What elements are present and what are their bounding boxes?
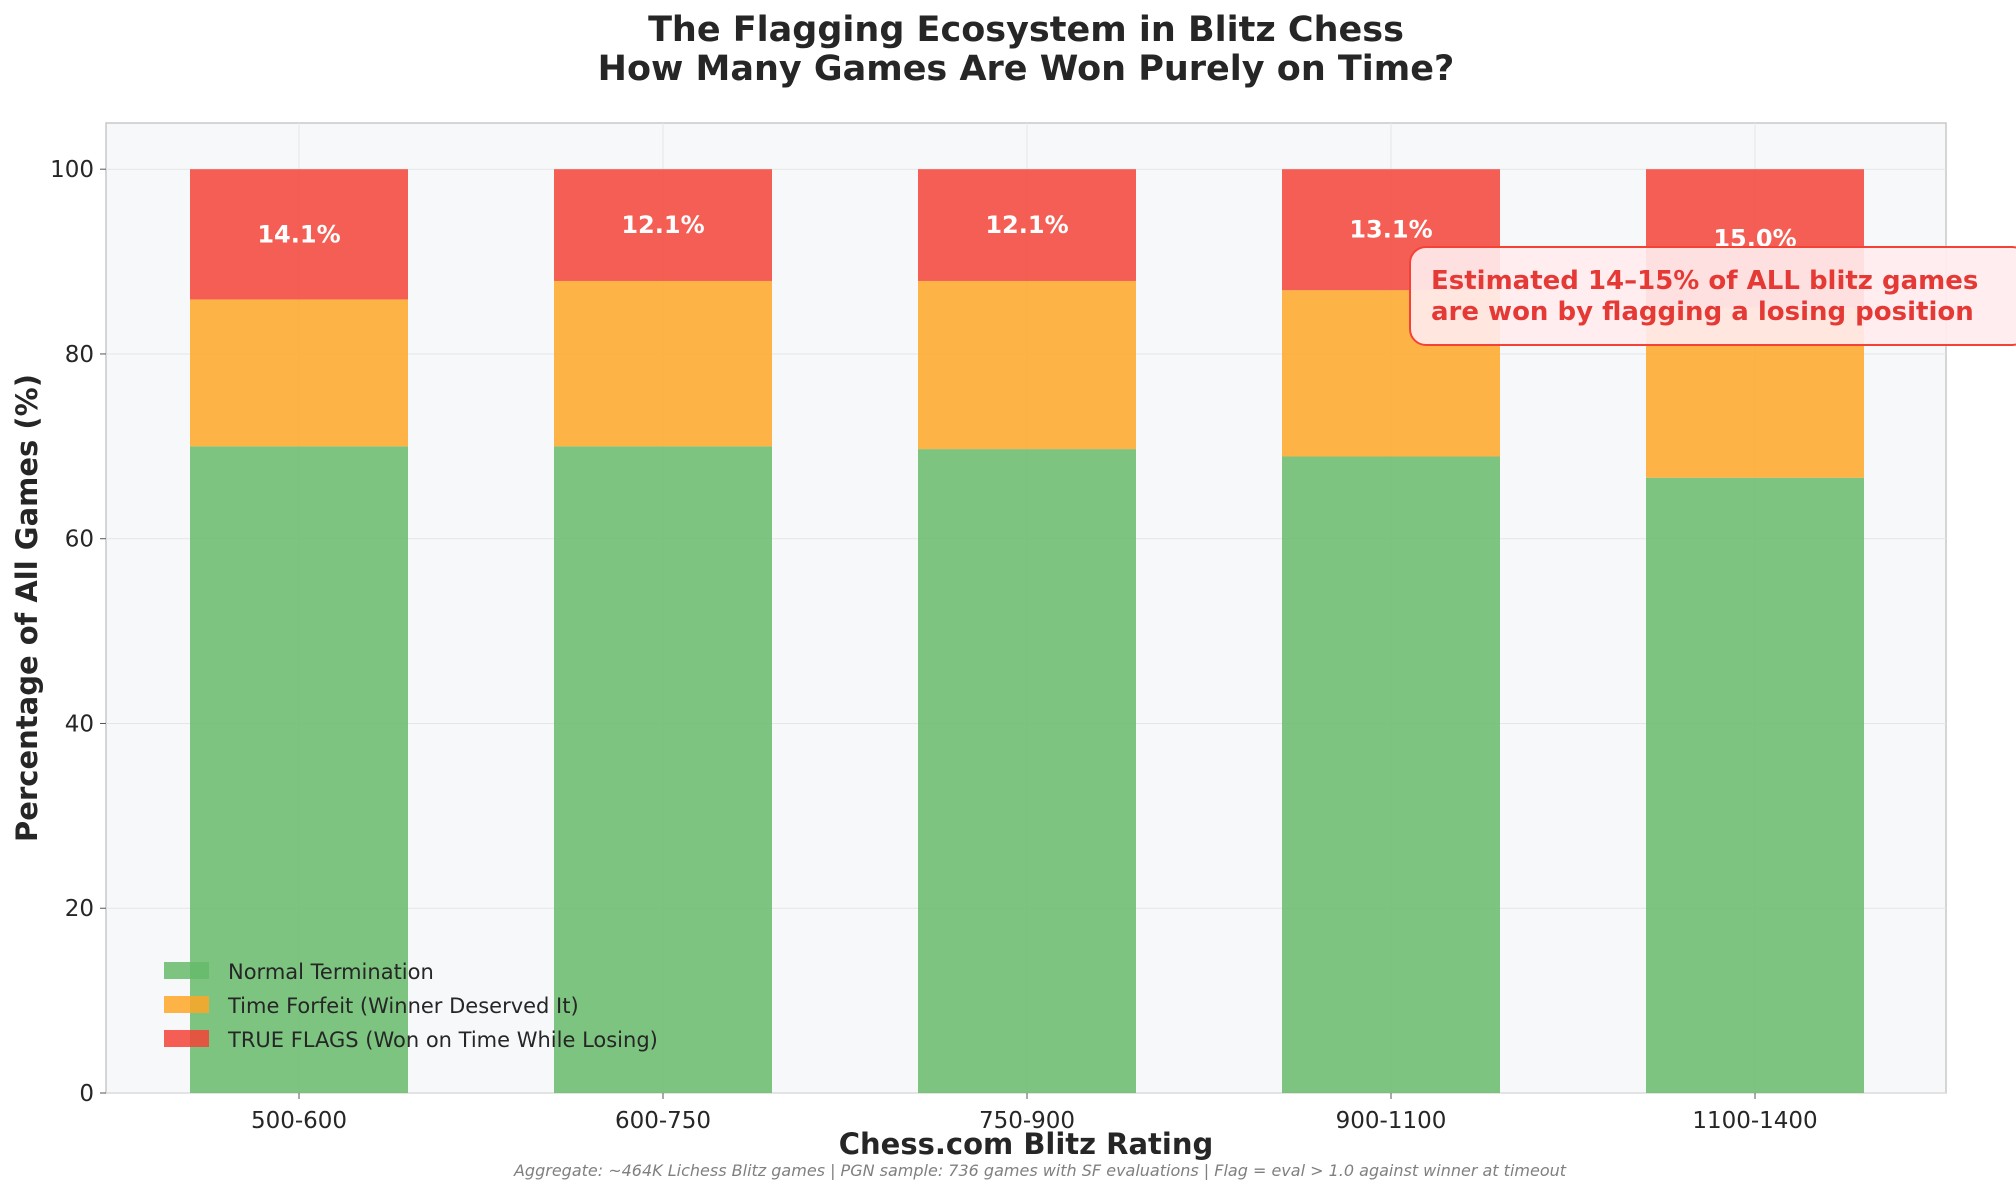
x-tick-label: 1100-1400 [1692, 1108, 1817, 1134]
bar-segment-600-750-series-1 [554, 280, 772, 447]
bar-value-labels: 14.1% 12.1% 12.1% 13.1% 15.0% [257, 211, 1796, 252]
legend-swatch [164, 996, 209, 1013]
bar-segment-900-1100-series-0 [1282, 456, 1500, 1093]
y-tick-label: 60 [65, 527, 94, 553]
bar-value-label: 14.1% [257, 220, 340, 248]
y-axis-label: Percentage of All Games (%) [10, 374, 44, 842]
bar-value-label: 12.1% [985, 211, 1068, 239]
legend-entry: Normal Termination [228, 960, 434, 984]
bar-segment-750-900-series-0 [918, 449, 1136, 1094]
legend-entry: Time Forfeit (Winner Deserved It) [227, 994, 579, 1018]
legend: Normal Termination Time Forfeit (Winner D… [164, 960, 658, 1052]
x-axis-label: Chess.com Blitz Rating [839, 1127, 1214, 1161]
legend-swatch [164, 962, 209, 979]
bar-segment-500-600-series-0 [190, 446, 408, 1093]
y-tick-label: 20 [65, 896, 94, 922]
legend-swatch [164, 1030, 209, 1047]
y-axis-ticks: 0 20 40 60 80 100 [50, 157, 106, 1107]
annotation-line-2: are won by flagging a losing position [1431, 297, 1974, 327]
bar-value-label: 13.1% [1349, 216, 1432, 244]
x-tick-label: 600-750 [615, 1108, 711, 1134]
annotation-box: Estimated 14–15% of ALL blitz games are … [1409, 246, 2016, 346]
bar-segment-600-750-series-2 [554, 169, 772, 281]
bar-segment-1100-1400-series-0 [1646, 477, 1864, 1093]
annotation-background [1409, 246, 2016, 346]
y-tick-label: 40 [65, 711, 94, 737]
bar-segment-500-600-series-1 [190, 299, 408, 447]
bar-value-label: 12.1% [621, 211, 704, 239]
chart-title: The Flagging Ecosystem in Blitz Chess [648, 10, 1404, 50]
y-tick-label: 100 [50, 157, 94, 183]
x-tick-label: 750-900 [979, 1108, 1075, 1134]
footnote: Aggregate: ~464K Lichess Blitz games | P… [513, 1161, 1567, 1180]
chart-subtitle: How Many Games Are Won Purely on Time? [598, 49, 1455, 89]
y-tick-label: 0 [79, 1081, 94, 1107]
y-tick-label: 80 [65, 342, 94, 368]
bar-segment-750-900-series-2 [918, 169, 1136, 281]
bar-segment-600-750-series-0 [554, 446, 772, 1093]
x-tick-label: 500-600 [251, 1108, 347, 1134]
legend-entry: TRUE FLAGS (Won on Time While Losing) [227, 1028, 658, 1052]
x-tick-label: 900-1100 [1336, 1108, 1447, 1134]
x-axis-ticks: 500-600 600-750 750-900 900-1100 1100-1400 [251, 1093, 1818, 1134]
bar-segment-500-600-series-2 [190, 169, 408, 300]
bar-segment-750-900-series-1 [918, 280, 1136, 450]
annotation-line-1: Estimated 14–15% of ALL blitz games [1431, 266, 1978, 296]
